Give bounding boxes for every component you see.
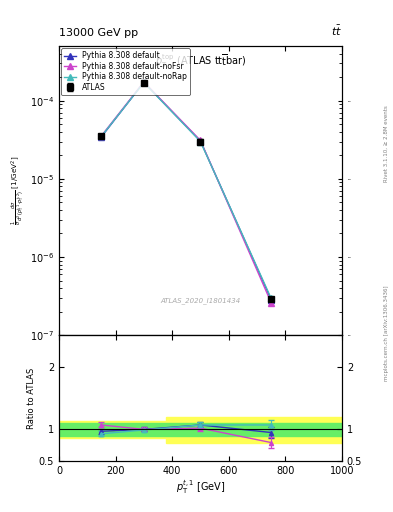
Pythia 8.308 default	[198, 138, 203, 144]
X-axis label: $p_\mathrm{T}^{t,1}$ [GeV]: $p_\mathrm{T}^{t,1}$ [GeV]	[176, 478, 225, 496]
Pythia 8.308 default-noRap	[99, 133, 104, 139]
Pythia 8.308 default	[141, 79, 146, 86]
Bar	[59, 423, 342, 436]
Text: $t\bar{t}$: $t\bar{t}$	[331, 24, 342, 38]
Line: Pythia 8.308 default: Pythia 8.308 default	[99, 79, 274, 303]
Text: ATLAS_2020_I1801434: ATLAS_2020_I1801434	[160, 297, 241, 304]
Pythia 8.308 default-noRap	[141, 79, 146, 86]
Pythia 8.308 default	[269, 296, 274, 303]
Pythia 8.308 default-noFsr	[198, 137, 203, 143]
Bar	[59, 421, 167, 438]
Y-axis label: Ratio to ATLAS: Ratio to ATLAS	[27, 367, 36, 429]
Pythia 8.308 default-noRap	[198, 138, 203, 144]
Pythia 8.308 default-noRap	[269, 295, 274, 302]
Line: Pythia 8.308 default-noRap: Pythia 8.308 default-noRap	[99, 80, 274, 301]
Line: Pythia 8.308 default-noFsr: Pythia 8.308 default-noFsr	[99, 79, 274, 306]
Pythia 8.308 default	[99, 134, 104, 140]
Text: mcplots.cern.ch [arXiv:1306.3436]: mcplots.cern.ch [arXiv:1306.3436]	[384, 285, 389, 380]
Pythia 8.308 default-noFsr	[141, 79, 146, 85]
Pythia 8.308 default-noFsr	[99, 133, 104, 139]
Legend: Pythia 8.308 default, Pythia 8.308 default-noFsr, Pythia 8.308 default-noRap, AT: Pythia 8.308 default, Pythia 8.308 defau…	[61, 48, 190, 95]
Text: 13000 GeV pp: 13000 GeV pp	[59, 28, 138, 38]
Bar	[167, 417, 342, 442]
Text: $p_\mathrm{T}^\mathrm{top}$ (ATLAS tt$\overline{\rm t}$bar): $p_\mathrm{T}^\mathrm{top}$ (ATLAS tt$\o…	[154, 52, 246, 70]
Y-axis label: $\frac{1}{\sigma}\frac{d\sigma}{d^2(p_\mathrm{T}^{t,1}{\cdot}p_\mathrm{T}^{t,2}): $\frac{1}{\sigma}\frac{d\sigma}{d^2(p_\m…	[10, 156, 27, 225]
Pythia 8.308 default-noFsr	[269, 300, 274, 306]
Text: Rivet 3.1.10, ≥ 2.8M events: Rivet 3.1.10, ≥ 2.8M events	[384, 105, 389, 182]
